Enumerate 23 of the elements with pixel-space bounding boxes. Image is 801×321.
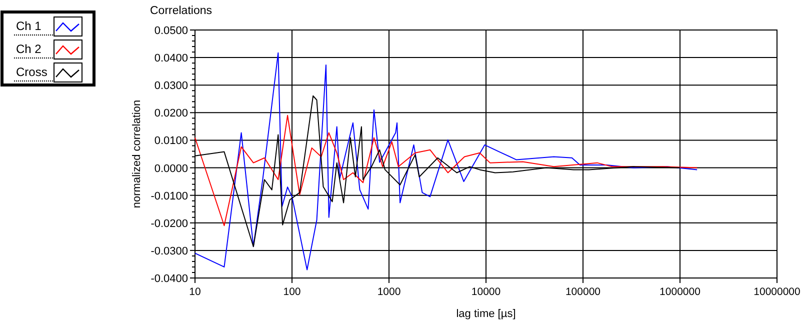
x-tick-label: 1000000 xyxy=(660,286,701,298)
y-tick-label: -0.0400 xyxy=(150,273,188,285)
y-tick-label: 0.0200 xyxy=(154,108,188,120)
x-tick-label: 10000000 xyxy=(754,286,801,298)
x-tick-label: 100000 xyxy=(565,286,601,298)
y-tick-label: -0.0100 xyxy=(150,190,188,202)
y-tick-label: 0.0000 xyxy=(154,162,188,175)
y-tick-label: 0.0300 xyxy=(154,80,188,92)
x-tick-label: 10 xyxy=(189,286,201,298)
y-tick-label: 0.0100 xyxy=(154,135,188,148)
y-tick-label: 0.0500 xyxy=(154,25,188,37)
legend-label: Ch 1 xyxy=(16,19,42,33)
y-tick-label: -0.0300 xyxy=(150,245,188,258)
y-tick-label: -0.0200 xyxy=(150,218,188,230)
legend-label: Ch 2 xyxy=(16,42,42,56)
x-tick-label: 10000 xyxy=(471,286,501,298)
y-axis-title: normalized correlation xyxy=(131,100,143,208)
y-tick-label: 0.0400 xyxy=(154,52,188,65)
x-axis-title: lag time [µs] xyxy=(456,308,516,320)
legend-label: Cross xyxy=(16,65,48,79)
x-tick-label: 1000 xyxy=(377,286,401,298)
chart-title: Correlations xyxy=(150,5,212,17)
x-tick-label: 100 xyxy=(283,286,301,298)
